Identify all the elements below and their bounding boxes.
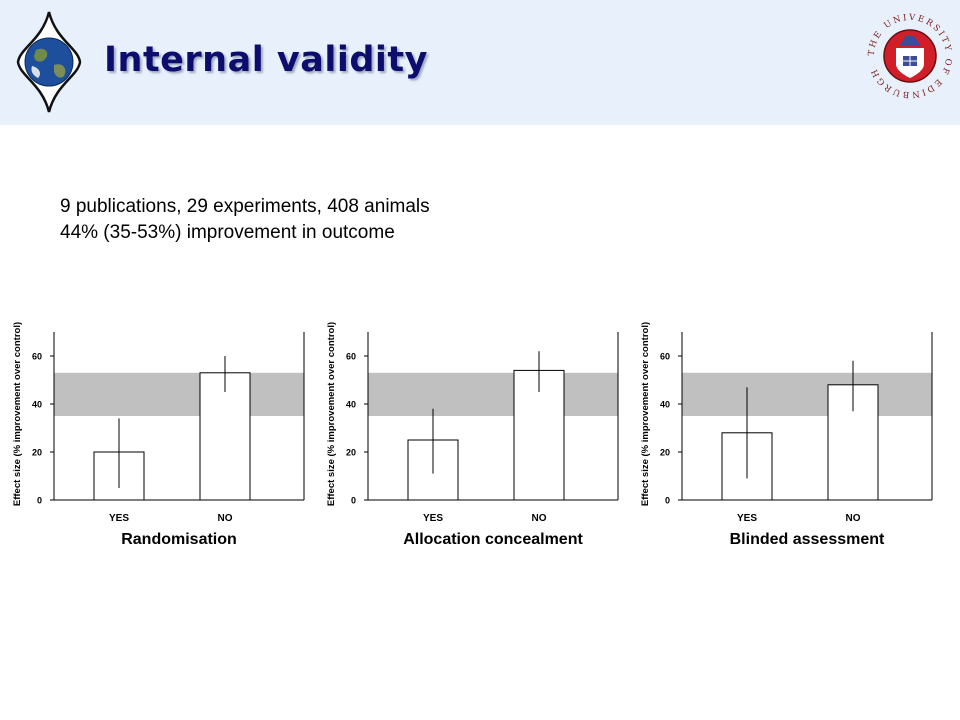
y-tick-label-40: 40 — [32, 400, 42, 410]
x-tick-label-no: NO — [846, 513, 861, 524]
x-tick-label-no: NO — [218, 513, 233, 524]
reference-band — [682, 372, 932, 416]
reference-band — [368, 372, 618, 416]
y-tick-label-60: 60 — [660, 352, 670, 362]
slide-header: Internal validity THE UNIVERSITY OF EDIN… — [0, 0, 960, 125]
x-tick-label-yes: YES — [109, 513, 129, 524]
y-tick-label-20: 20 — [346, 448, 356, 458]
summary-line-improvement: 44% (35-53%) improvement in outcome — [60, 222, 395, 243]
chart-blinded-assessment-clip: YES NO 0 20 40 60 Effect size (% improvement o… — [640, 290, 940, 544]
page-title: Internal validity — [104, 40, 428, 80]
y-tick-label-20: 20 — [32, 448, 42, 458]
y-tick-label-40: 40 — [660, 400, 670, 410]
y-tick-label-60: 60 — [32, 352, 42, 362]
chart-allocation-concealment: YES NO 0 20 40 60 Effect size (% improvement o… — [326, 290, 626, 550]
summary-text: 9 publications, 29 experiments, 408 anim… — [60, 194, 430, 246]
chart-allocation-concealment-svg: YES NO 0 20 40 60 Effect size (% improvement o… — [326, 322, 619, 544]
y-tick-label-0: 0 — [351, 496, 356, 506]
chart-allocation-concealment-clip: YES NO 0 20 40 60 Effect size (% improvement o… — [326, 290, 626, 544]
chart-randomisation-clip: YES NO 0 20 40 60 Effect size (% improvement o… — [12, 290, 312, 544]
summary-line-counts: 9 publications, 29 experiments, 408 anim… — [60, 196, 430, 217]
y-tick-label-20: 20 — [660, 448, 670, 458]
y-tick-label-0: 0 — [37, 496, 42, 506]
chart-blinded-assessment-svg: YES NO 0 20 40 60 Effect size (% improvement o… — [640, 322, 933, 544]
y-axis-label: Effect size (% improvement over control) — [12, 322, 23, 506]
chart-title: Allocation concealment — [403, 531, 583, 544]
chart-randomisation-svg: YES NO 0 20 40 60 Effect size (% improvement o… — [12, 322, 305, 544]
y-tick-label-0: 0 — [665, 496, 670, 506]
y-tick-label-40: 40 — [346, 400, 356, 410]
x-tick-label-yes: YES — [423, 513, 443, 524]
x-tick-label-yes: YES — [737, 513, 757, 524]
reference-band — [54, 372, 304, 416]
y-tick-label-60: 60 — [346, 352, 356, 362]
university-seal-icon: THE UNIVERSITY OF EDINBURGH — [867, 13, 952, 99]
chart-title: Blinded assessment — [730, 531, 885, 544]
chart-randomisation: YES NO 0 20 40 60 Effect size (% improvement o… — [12, 290, 312, 550]
chart-blinded-assessment: YES NO 0 20 40 60 Effect size (% improvement o… — [640, 290, 940, 550]
y-axis-label: Effect size (% improvement over control) — [640, 322, 651, 506]
y-axis-label: Effect size (% improvement over control) — [326, 322, 337, 506]
x-tick-label-no: NO — [532, 513, 547, 524]
earth-globe-logo-icon — [16, 11, 82, 113]
chart-title: Randomisation — [121, 531, 237, 544]
